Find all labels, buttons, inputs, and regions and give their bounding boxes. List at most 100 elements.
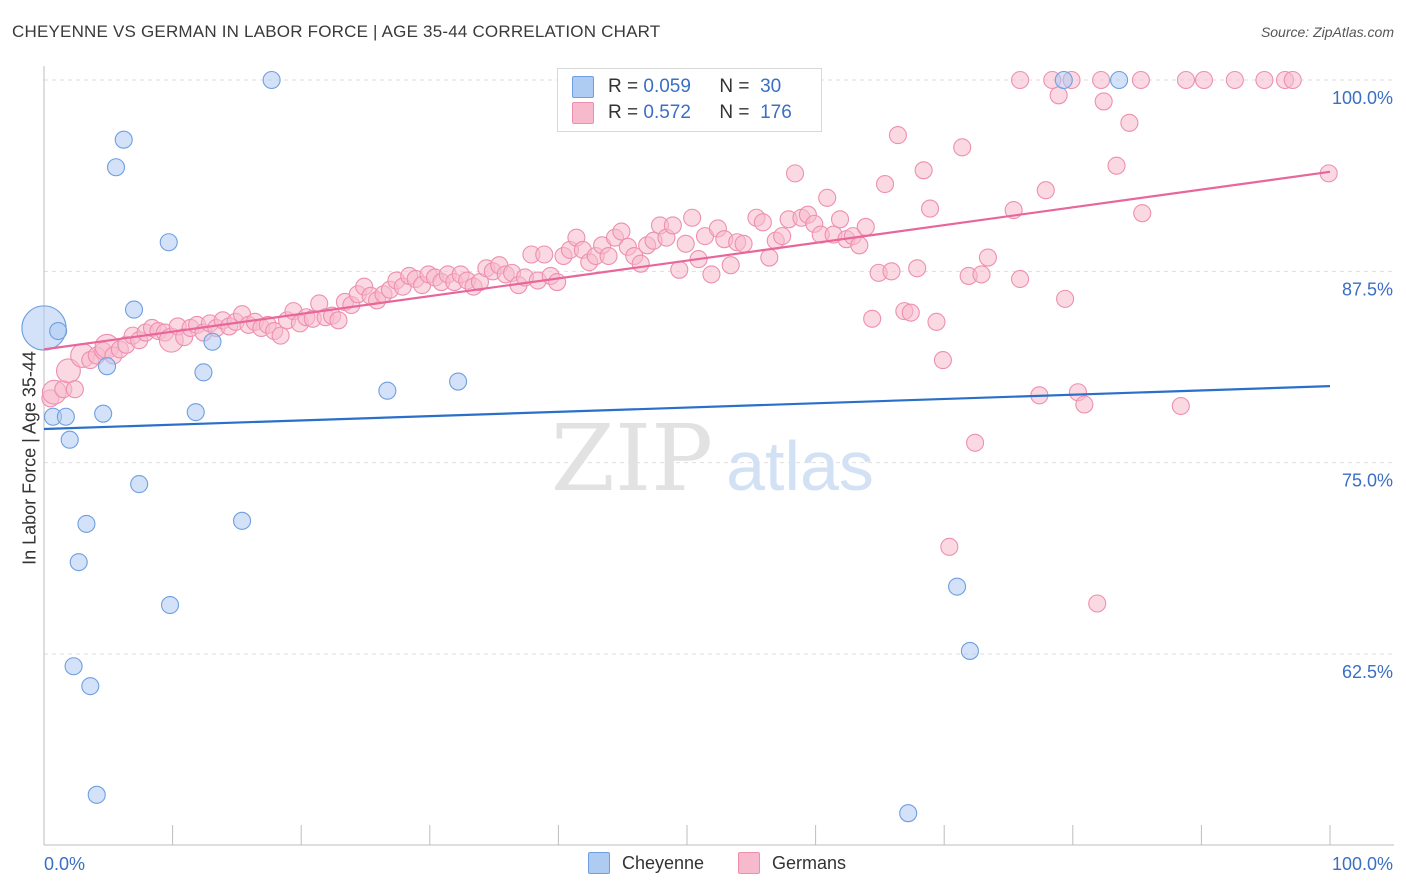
- cheyenne-point: [56, 407, 75, 426]
- cheyenne-point: [94, 404, 113, 423]
- cheyenne-point: [262, 70, 281, 90]
- germans-point: [1075, 395, 1094, 414]
- x-tick-label: 0.0%: [44, 854, 85, 874]
- germans-point: [271, 326, 290, 345]
- germans-point: [702, 265, 721, 284]
- cheyenne-n-value: 30: [760, 76, 782, 97]
- n-label: N =: [719, 76, 750, 97]
- y-tick-label: 62.5%: [1342, 662, 1393, 682]
- watermark-atlas: atlas: [726, 427, 874, 505]
- germans-point: [914, 161, 933, 180]
- source-label: Source: ZipAtlas.com: [1260, 24, 1394, 40]
- germans-trend-line: [43, 170, 1331, 351]
- germans-point: [1131, 70, 1151, 90]
- cheyenne-point: [64, 657, 83, 676]
- cheyenne-point: [232, 511, 252, 530]
- cheyenne-point: [124, 300, 144, 319]
- germans-point: [631, 254, 650, 273]
- germans-point: [676, 234, 695, 253]
- cheyenne-point: [97, 357, 117, 376]
- germans-point: [830, 210, 850, 229]
- cheyenne-point: [449, 372, 468, 391]
- x-tick-label: 100.0%: [1332, 854, 1393, 874]
- legend-row-cheyenne: R = 0.059 N = 30: [572, 75, 781, 99]
- legend-item-cheyenne: Cheyenne: [588, 852, 704, 874]
- germans-point: [670, 260, 689, 279]
- cheyenne-point: [186, 403, 205, 422]
- cheyenne-point: [1054, 70, 1073, 90]
- cheyenne-trend-line: [43, 385, 1331, 431]
- cheyenne-point: [159, 233, 178, 252]
- germans-point: [535, 245, 554, 264]
- gridlines: [44, 79, 1394, 655]
- cheyenne-point: [87, 785, 106, 804]
- germans-point: [850, 236, 869, 255]
- legend-item-germans: Germans: [738, 852, 846, 874]
- cheyenne-point: [60, 430, 79, 449]
- cheyenne-point: [160, 595, 180, 615]
- germans-point: [863, 309, 882, 328]
- cheyenne-point: [948, 577, 967, 596]
- cheyenne-swatch: [572, 76, 594, 98]
- germans-point: [721, 256, 740, 275]
- cheyenne-point: [69, 553, 88, 572]
- watermark-zip: ZIP: [551, 405, 713, 512]
- germans-point: [599, 246, 618, 266]
- y-axis-title: In Labor Force | Age 35-44: [19, 351, 40, 565]
- legend-row-germans: R = 0.572 N = 176: [572, 101, 792, 125]
- cheyenne-point: [49, 321, 68, 341]
- germans-point: [612, 222, 631, 241]
- germans-point: [548, 272, 567, 292]
- cheyenne-point: [960, 641, 979, 660]
- germans-point: [1176, 70, 1196, 90]
- germans-legend-label: Germans: [772, 852, 847, 873]
- germans-point: [1133, 204, 1152, 223]
- germans-point: [1049, 86, 1068, 105]
- germans-point: [875, 175, 895, 194]
- germans-point: [683, 208, 702, 227]
- cheyenne-point: [81, 677, 100, 696]
- y-tick-label: 87.5%: [1342, 279, 1393, 299]
- germans-r-value: 0.572: [643, 102, 691, 123]
- germans-point: [1194, 70, 1214, 90]
- germans-point: [1088, 594, 1107, 613]
- germans-point: [1107, 156, 1126, 175]
- chart-title: CHEYENNE VS GERMAN IN LABOR FORCE | AGE …: [12, 22, 661, 41]
- germans-point: [921, 199, 940, 218]
- germans-point: [1011, 269, 1030, 289]
- germans-point: [734, 234, 753, 253]
- germans-point: [1036, 181, 1055, 200]
- cheyenne-point: [77, 514, 96, 533]
- germans-point: [1094, 92, 1113, 111]
- germans-point: [1283, 70, 1302, 90]
- germans-swatch: [572, 102, 594, 124]
- germans-point: [856, 217, 875, 236]
- germans-point: [760, 248, 779, 267]
- cheyenne-point: [378, 381, 397, 400]
- cheyenne-point: [194, 363, 213, 382]
- cheyenne-point: [106, 158, 126, 177]
- cheyenne-point: [130, 475, 149, 494]
- germans-point: [1225, 70, 1244, 90]
- germans-point: [908, 259, 927, 278]
- germans-point: [940, 537, 959, 556]
- r-label: R =: [608, 102, 639, 123]
- cheyenne-point: [1110, 70, 1129, 90]
- germans-point: [785, 164, 805, 183]
- germans-point: [927, 312, 946, 331]
- y-tick-label: 100.0%: [1332, 88, 1393, 108]
- r-label: R =: [608, 76, 639, 97]
- germans-point: [663, 216, 682, 235]
- cheyenne-point: [114, 130, 133, 149]
- tick-labels: 62.5% 75.0% 87.5% 100.0% 0.0% 100.0%: [44, 88, 1393, 874]
- germans-point: [966, 433, 985, 452]
- germans-point: [65, 380, 84, 399]
- germans-point: [818, 188, 837, 207]
- germans-point: [882, 262, 901, 281]
- germans-point: [1011, 70, 1030, 90]
- n-label: N =: [719, 102, 750, 123]
- germans-point: [978, 248, 997, 267]
- cheyenne-point: [203, 332, 222, 351]
- germans-point: [953, 138, 972, 157]
